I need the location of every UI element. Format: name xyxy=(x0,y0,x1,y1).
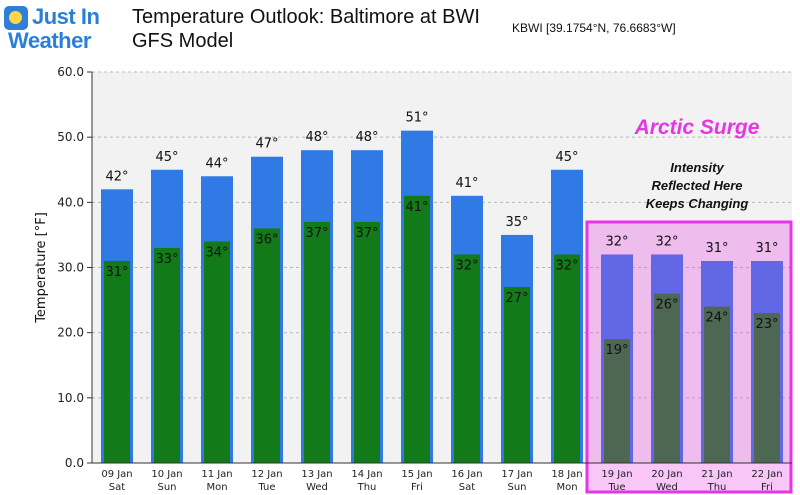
low-temp-label: 19° xyxy=(605,343,628,358)
page-subtitle: GFS Model xyxy=(132,30,234,52)
y-tick-label: 60.0 xyxy=(57,65,84,79)
intensity-annotation-line: Keeps Changing xyxy=(646,196,749,211)
low-temp-bar xyxy=(604,339,630,463)
low-temp-label: 34° xyxy=(205,245,228,260)
y-tick-label: 40.0 xyxy=(57,195,84,209)
y-tick-label: 50.0 xyxy=(57,130,84,144)
x-tick-label-date: 09 Jan xyxy=(101,469,132,480)
high-temp-label: 47° xyxy=(255,137,278,152)
x-tick-label-date: 10 Jan xyxy=(151,469,182,480)
high-temp-label: 48° xyxy=(355,130,378,145)
x-tick-label-day: Wed xyxy=(656,482,678,493)
high-temp-label: 48° xyxy=(305,130,328,145)
x-tick-label-day: Tue xyxy=(607,482,625,493)
x-tick-label-day: Sun xyxy=(157,482,176,493)
arctic-surge-highlight-box xyxy=(585,220,793,494)
x-tick-label-day: Mon xyxy=(556,482,577,493)
x-tick-label-day: Tue xyxy=(257,482,275,493)
station-coordinates: KBWI [39.1754°N, 76.6683°W] xyxy=(512,21,676,35)
low-temp-label: 41° xyxy=(405,200,428,215)
low-temp-bar xyxy=(154,247,180,463)
high-temp-label: 42° xyxy=(105,169,128,184)
low-temp-label: 31° xyxy=(105,265,128,280)
high-temp-label: 45° xyxy=(555,150,578,165)
high-temp-label: 44° xyxy=(205,156,228,171)
low-temp-label: 32° xyxy=(555,258,578,273)
low-temp-label: 27° xyxy=(505,291,528,306)
low-temp-bar xyxy=(504,287,530,463)
low-temp-bar xyxy=(104,260,130,463)
high-temp-label: 32° xyxy=(605,234,628,249)
low-temp-bar xyxy=(204,241,230,463)
low-temp-label: 26° xyxy=(655,298,678,313)
logo-line-2: Weather xyxy=(8,28,91,53)
x-tick-label-date: 22 Jan xyxy=(751,469,782,480)
low-temp-label: 37° xyxy=(355,226,378,241)
x-tick-label-date: 17 Jan xyxy=(501,469,532,480)
low-temp-bar xyxy=(404,195,430,464)
x-tick-label-date: 15 Jan xyxy=(401,469,432,480)
page-title: Temperature Outlook: Baltimore at BWI xyxy=(132,6,480,28)
x-tick-label-date: 19 Jan xyxy=(601,469,632,480)
low-temp-bar xyxy=(754,313,780,463)
low-temp-bar xyxy=(454,254,480,463)
sun-snowflake-icon xyxy=(4,6,28,30)
arctic-surge-annotation: Arctic Surge xyxy=(634,116,760,139)
x-tick-label-date: 21 Jan xyxy=(701,469,732,480)
x-tick-label-date: 13 Jan xyxy=(301,469,332,480)
x-tick-label-day: Fri xyxy=(761,482,773,493)
x-tick-label-date: 16 Jan xyxy=(451,469,482,480)
low-temp-bar xyxy=(654,293,680,463)
high-temp-label: 31° xyxy=(755,241,778,256)
x-tick-label-date: 11 Jan xyxy=(201,469,232,480)
y-axis-label: Temperature [°F] xyxy=(34,212,49,324)
high-temp-label: 32° xyxy=(655,234,678,249)
high-temp-label: 51° xyxy=(405,111,428,126)
low-temp-label: 32° xyxy=(455,258,478,273)
low-temp-label: 37° xyxy=(305,226,328,241)
low-temp-bar xyxy=(304,221,330,463)
low-temp-bar xyxy=(354,221,380,463)
y-tick-label: 20.0 xyxy=(57,326,84,340)
x-tick-label-day: Sat xyxy=(109,482,125,493)
low-temp-bar xyxy=(254,228,280,463)
intensity-annotation-line: Intensity xyxy=(670,160,724,175)
logo: Just In Weather xyxy=(4,4,126,54)
logo-line-1: Just In xyxy=(32,4,100,29)
high-temp-label: 41° xyxy=(455,176,478,191)
y-tick-label: 10.0 xyxy=(57,391,84,405)
x-tick-label-day: Thu xyxy=(707,482,727,493)
low-temp-bar xyxy=(554,254,580,463)
x-tick-label-date: 12 Jan xyxy=(251,469,282,480)
high-temp-label: 45° xyxy=(155,150,178,165)
low-temp-label: 23° xyxy=(755,317,778,332)
x-tick-label-date: 18 Jan xyxy=(551,469,582,480)
x-tick-label-day: Fri xyxy=(411,482,423,493)
x-tick-label-date: 20 Jan xyxy=(651,469,682,480)
intensity-annotation-line: Reflected Here xyxy=(651,178,742,193)
y-tick-label: 0.0 xyxy=(65,456,84,470)
x-tick-label-day: Thu xyxy=(357,482,377,493)
low-temp-label: 33° xyxy=(155,252,178,267)
x-tick-label-day: Sat xyxy=(459,482,475,493)
low-temp-label: 24° xyxy=(705,311,728,326)
low-temp-label: 36° xyxy=(255,232,278,247)
high-temp-label: 31° xyxy=(705,241,728,256)
x-tick-label-date: 14 Jan xyxy=(351,469,382,480)
low-temp-bar xyxy=(704,306,730,463)
y-tick-label: 30.0 xyxy=(57,261,84,275)
x-tick-label-day: Mon xyxy=(206,482,227,493)
x-tick-label-day: Sun xyxy=(507,482,526,493)
high-temp-label: 35° xyxy=(505,215,528,230)
x-tick-label-day: Wed xyxy=(306,482,328,493)
